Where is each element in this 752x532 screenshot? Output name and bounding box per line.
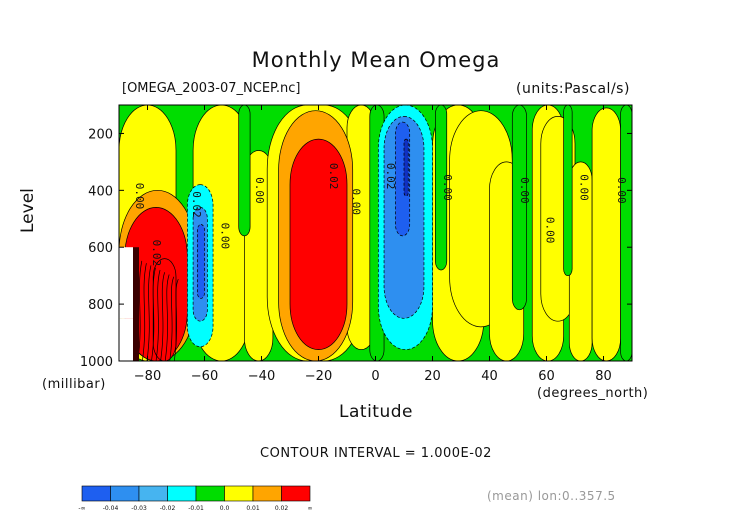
contour-label: 0.00 bbox=[253, 177, 266, 204]
plot-area bbox=[119, 105, 632, 361]
contour-line bbox=[142, 263, 147, 361]
contour-label: 0.00 bbox=[441, 174, 454, 201]
y-axis-unit: (millibar) bbox=[42, 377, 106, 392]
colorbar-label: -0.03 bbox=[131, 505, 147, 512]
colorbar-label: -0.02 bbox=[160, 505, 176, 512]
region-dark-positive bbox=[133, 247, 139, 361]
region-green bbox=[435, 105, 448, 271]
region-core-negative bbox=[403, 138, 409, 197]
colorbar-label: ∞ bbox=[308, 505, 313, 512]
x-tick-label: −80 bbox=[134, 369, 161, 384]
colorbar-label: 0.01 bbox=[246, 505, 260, 512]
contour-line bbox=[155, 269, 161, 361]
region-green bbox=[511, 105, 527, 311]
contour-label: 0.02 bbox=[327, 163, 340, 190]
x-tick-label: −40 bbox=[248, 369, 275, 384]
y-tick-label: 800 bbox=[88, 298, 113, 313]
colorbar-swatch bbox=[195, 485, 225, 502]
region-green bbox=[620, 105, 632, 361]
colorbar-label: -0.04 bbox=[103, 505, 119, 512]
contour-label: 0.00 bbox=[518, 177, 531, 204]
contour-label: 0.02 bbox=[150, 240, 163, 267]
missing-data bbox=[119, 247, 133, 319]
contour-line bbox=[173, 278, 179, 361]
colorbar-swatch bbox=[81, 485, 111, 502]
contour-label: 0.00 bbox=[578, 174, 591, 201]
x-tick-label: 80 bbox=[595, 369, 612, 384]
region-core-negative bbox=[197, 224, 205, 299]
x-axis-unit: (degrees_north) bbox=[537, 386, 649, 401]
file-label: [OMEGA_2003-07_NCEP.nc] bbox=[122, 81, 301, 96]
contour-line bbox=[151, 267, 156, 361]
contour-line bbox=[164, 274, 170, 361]
region-core-positive bbox=[152, 258, 177, 361]
colorbar-label: -0.01 bbox=[188, 505, 204, 512]
x-tick-label: −20 bbox=[305, 369, 332, 384]
contour-label: 0.02 bbox=[384, 163, 397, 190]
contour-label: 0.00 bbox=[219, 223, 232, 250]
contour-line bbox=[137, 260, 143, 361]
x-axis-label: Latitude bbox=[339, 402, 413, 422]
y-tick-label: 200 bbox=[88, 127, 113, 142]
colorbar-swatch bbox=[110, 485, 140, 502]
colorbar-label: -∞ bbox=[78, 505, 85, 512]
contour-label: 0.00 bbox=[615, 177, 628, 204]
contour-region bbox=[289, 138, 348, 350]
contour-label: 0.02 bbox=[190, 191, 203, 218]
chart-title: Monthly Mean Omega bbox=[251, 48, 501, 72]
colorbar-label: 0.02 bbox=[275, 505, 289, 512]
x-tick-label: 0 bbox=[371, 369, 379, 384]
units-label: (units:Pascal/s) bbox=[516, 81, 630, 97]
colorbar-swatch bbox=[138, 485, 168, 502]
contour-line bbox=[169, 276, 175, 361]
x-tick-label: 20 bbox=[424, 369, 441, 384]
contour-line bbox=[160, 272, 165, 361]
colorbar-label: 0.0 bbox=[220, 505, 230, 512]
colorbar-swatch bbox=[167, 485, 197, 502]
x-tick-label: 40 bbox=[481, 369, 498, 384]
x-tick-label: 60 bbox=[538, 369, 555, 384]
axes: −80 −60 −40 −20 0 20 40 60 80 200 400 600 800 1000 bbox=[80, 105, 632, 384]
contour-line bbox=[146, 265, 152, 361]
contour-interval-label: CONTOUR INTERVAL = 1.000E-02 bbox=[260, 446, 492, 461]
x-tick-label: −60 bbox=[191, 369, 218, 384]
y-tick-label: 600 bbox=[88, 241, 113, 256]
colorbar-swatch bbox=[281, 485, 311, 502]
missing-data bbox=[119, 318, 137, 361]
colorbar: -∞ -0.04 -0.03 -0.02 -0.01 0.0 0.01 0.02 ∞ bbox=[78, 485, 313, 512]
colorbar-swatch bbox=[252, 485, 282, 502]
y-tick-label: 1000 bbox=[80, 355, 113, 370]
contour-label: 0.00 bbox=[350, 188, 363, 215]
region-yellow bbox=[591, 107, 621, 361]
contour-labels: 0.00 0.02 0.02 0.00 0.00 0.02 0.00 0.02 0.00 0.00… bbox=[133, 163, 628, 266]
contour-label: 0.00 bbox=[544, 217, 557, 244]
mean-info-label: (mean) lon:0..357.5 bbox=[487, 489, 616, 503]
region-green bbox=[563, 105, 573, 277]
y-tick-label: 400 bbox=[88, 184, 113, 199]
contour-label: 0.00 bbox=[133, 183, 146, 210]
region-green bbox=[238, 105, 251, 237]
colorbar-swatch bbox=[224, 485, 254, 502]
